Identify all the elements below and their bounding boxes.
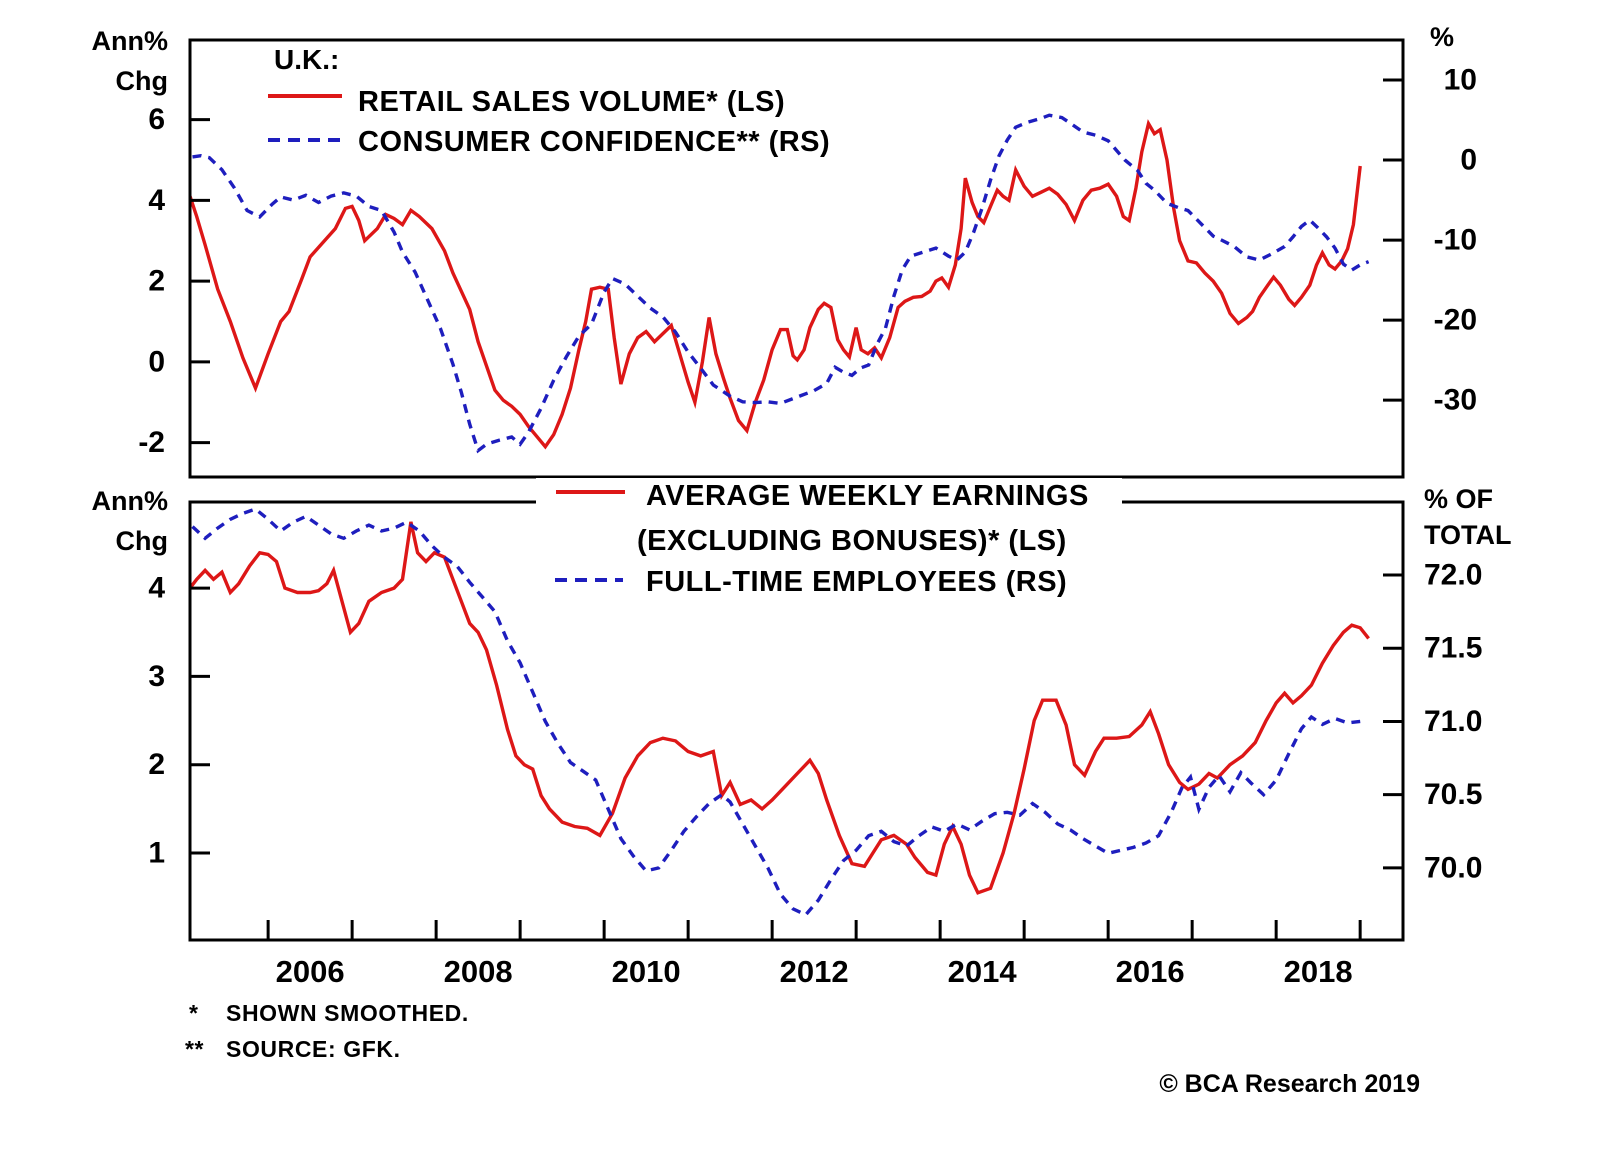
left-axis-tick-label: 3 [148,660,165,693]
bottom-left-axis-title-line1: Ann% [91,486,169,516]
legend-label-fulltime-employees: FULL-TIME EMPLOYEES (RS) [646,566,1068,598]
top-panel-frame [188,38,1405,479]
left-axis-tick-label: -2 [138,426,165,459]
top-series-blue-dashed-line [192,113,1370,454]
legend-label-earnings-line2: (EXCLUDING BONUSES)* (LS) [637,525,1067,557]
x-axis-year-label: 2016 [1116,954,1185,989]
left-axis-tick-label: 0 [148,345,165,378]
right-axis-tick-label: 0 [1460,144,1477,177]
chart-title: U.K.: [274,44,340,75]
footnote-1-marker: * [189,1000,199,1026]
x-axis-year-label: 2008 [444,954,513,989]
top-right-axis-title: % [1430,22,1455,52]
legend-background [536,478,1122,604]
right-axis-tick-label: 70.0 [1424,851,1482,884]
bottom-right-axis-title-line2: TOTAL [1424,520,1512,550]
left-axis-tick-label: 4 [148,184,165,217]
x-axis-year-label: 2010 [612,954,681,989]
top-left-axis-title-line2: Chg [115,66,168,96]
bottom-series-blue-dashed-line [191,507,1361,917]
x-axis-year-label: 2012 [780,954,849,989]
legend-label-retail-sales: RETAIL SALES VOLUME* (LS) [358,86,786,118]
left-axis-tick-label: 4 [148,572,165,605]
bottom-left-axis-title-line2: Chg [115,526,168,556]
footnote-2-text: SOURCE: GFK. [226,1036,401,1062]
right-axis-tick-label: -10 [1434,224,1477,257]
bottom-series-red-line [190,521,1370,895]
left-axis-tick-label: 1 [148,837,165,870]
left-axis-tick-label: 2 [148,748,165,781]
legend-label-earnings-line1: AVERAGE WEEKLY EARNINGS [646,480,1089,512]
left-axis-tick-label: 6 [148,103,165,136]
top-left-axis-title-line1: Ann% [91,26,169,56]
x-axis-year-label: 2018 [1284,954,1353,989]
footnote-2-marker: ** [185,1036,205,1062]
right-axis-tick-label: -30 [1434,384,1477,417]
right-axis-tick-label: 70.5 [1424,778,1482,811]
right-axis-tick-label: 72.0 [1424,558,1482,591]
x-axis-year-label: 2006 [276,954,345,989]
right-axis-tick-label: -20 [1434,304,1477,337]
right-axis-tick-label: 10 [1444,64,1477,97]
right-axis-tick-label: 71.0 [1424,705,1482,738]
bottom-right-axis-title-line1: % OF [1424,484,1494,514]
left-axis-tick-label: 2 [148,265,165,298]
footnote-1-text: SHOWN SMOOTHED. [226,1000,469,1026]
top-series-red-line [190,119,1362,450]
legend-label-consumer-confidence: CONSUMER CONFIDENCE** (RS) [358,126,831,158]
copyright-notice: © BCA Research 2019 [1159,1070,1420,1098]
x-axis-year-label: 2014 [948,954,1018,989]
right-axis-tick-label: 71.5 [1424,632,1482,665]
